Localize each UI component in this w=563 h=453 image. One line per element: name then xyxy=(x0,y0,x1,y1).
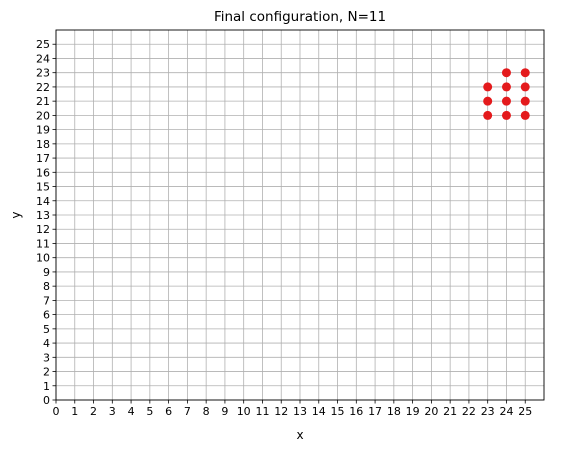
y-tick-label: 18 xyxy=(36,138,50,151)
x-tick-label: 1 xyxy=(71,405,78,418)
y-tick-label: 24 xyxy=(36,52,50,65)
x-tick-label: 22 xyxy=(462,405,476,418)
x-tick-label: 7 xyxy=(184,405,191,418)
data-point xyxy=(520,68,530,78)
y-tick-label: 20 xyxy=(36,109,50,122)
x-axis-label: x xyxy=(296,428,303,442)
y-tick-label: 9 xyxy=(43,266,50,279)
axis-ticks xyxy=(52,43,526,404)
data-point xyxy=(501,110,511,120)
y-tick-label: 23 xyxy=(36,67,50,80)
y-tick-label: 13 xyxy=(36,209,50,222)
x-tick-label: 21 xyxy=(443,405,457,418)
y-tick-label: 5 xyxy=(43,323,50,336)
tick-labels: 0 1 2 3 4 5 6 7 8 9 10 11 12 13 14 15 16 17 18 19 20 21 22 23 24… xyxy=(36,38,532,418)
y-tick-label: 21 xyxy=(36,95,50,108)
data-point xyxy=(501,96,511,106)
x-tick-label: 11 xyxy=(255,405,269,418)
x-tick-label: 16 xyxy=(349,405,363,418)
x-tick-label: 19 xyxy=(406,405,420,418)
data-point xyxy=(483,82,493,92)
x-tick-label: 17 xyxy=(368,405,382,418)
data-point xyxy=(520,110,530,120)
x-tick-label: 18 xyxy=(387,405,401,418)
y-tick-label: 0 xyxy=(43,394,50,407)
x-tick-label: 9 xyxy=(221,405,228,418)
y-tick-label: 6 xyxy=(43,309,50,322)
y-tick-label: 2 xyxy=(43,366,50,379)
x-tick-label: 8 xyxy=(203,405,210,418)
data-point xyxy=(501,82,511,92)
x-tick-label: 25 xyxy=(518,405,532,418)
y-tick-label: 17 xyxy=(36,152,50,165)
y-axis-label: y xyxy=(9,211,23,218)
data-point xyxy=(520,82,530,92)
x-tick-label: 2 xyxy=(90,405,97,418)
y-tick-label: 22 xyxy=(36,81,50,94)
x-tick-label: 15 xyxy=(331,405,345,418)
y-tick-label: 11 xyxy=(36,237,50,250)
x-tick-label: 10 xyxy=(237,405,251,418)
x-tick-label: 12 xyxy=(274,405,288,418)
y-tick-label: 3 xyxy=(43,351,50,364)
data-point xyxy=(483,110,493,120)
y-tick-label: 19 xyxy=(36,124,50,137)
y-tick-label: 10 xyxy=(36,252,50,265)
plot-frame xyxy=(55,29,545,401)
y-tick-label: 14 xyxy=(36,195,50,208)
chart-title: Final configuration, N=11 xyxy=(214,9,386,25)
data-point xyxy=(483,96,493,106)
x-tick-label: 23 xyxy=(481,405,495,418)
x-tick-label: 24 xyxy=(499,405,513,418)
y-tick-label: 8 xyxy=(43,280,50,293)
y-tick-label: 4 xyxy=(43,337,50,350)
y-tick-label: 15 xyxy=(36,181,50,194)
data-point xyxy=(501,68,511,78)
x-tick-label: 14 xyxy=(312,405,326,418)
x-tick-label: 3 xyxy=(109,405,116,418)
x-tick-label: 0 xyxy=(53,405,60,418)
y-tick-label: 7 xyxy=(43,294,50,307)
x-tick-label: 4 xyxy=(128,405,135,418)
x-tick-label: 5 xyxy=(146,405,153,418)
y-tick-label: 12 xyxy=(36,223,50,236)
y-tick-label: 16 xyxy=(36,166,50,179)
x-tick-label: 6 xyxy=(165,405,172,418)
data-points xyxy=(483,68,530,120)
x-tick-label: 13 xyxy=(293,405,307,418)
y-tick-label: 25 xyxy=(36,38,50,51)
grid-lines xyxy=(55,30,544,401)
x-tick-label: 20 xyxy=(424,405,438,418)
y-tick-label: 1 xyxy=(43,380,50,393)
data-point xyxy=(520,96,530,106)
